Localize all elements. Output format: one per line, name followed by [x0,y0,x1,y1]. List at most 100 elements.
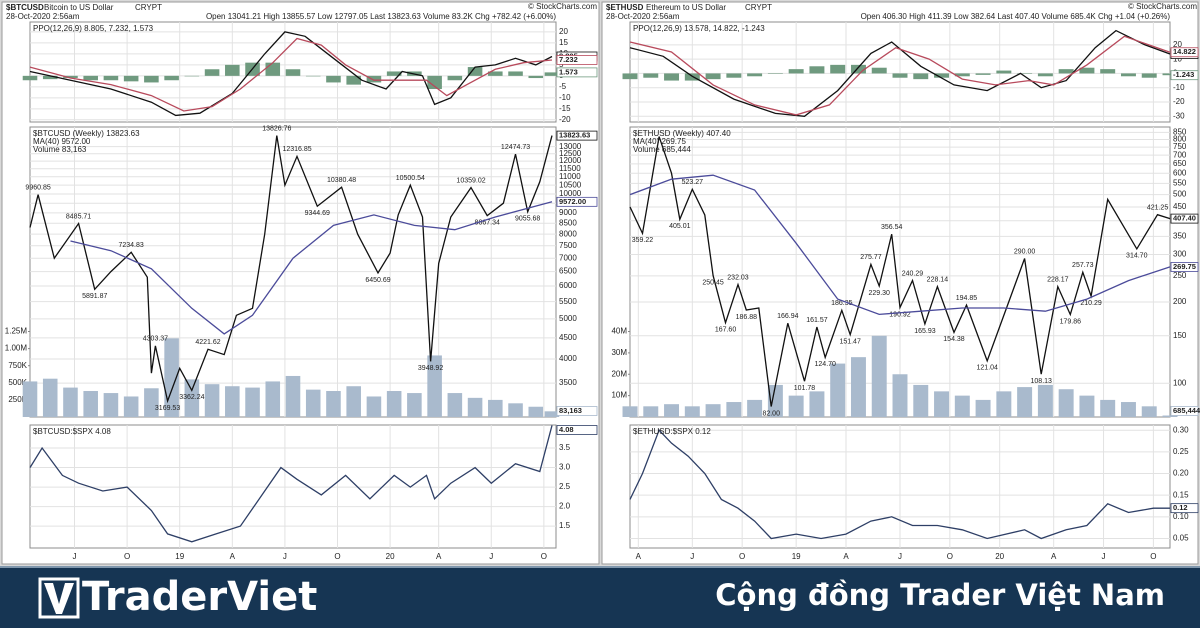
bar [265,62,281,76]
value-label: 167.60 [715,327,737,334]
panel-title: PPO(12,26,9) 13.578, 14.822, -1.243 [633,24,765,33]
y-tick-label: 600 [1173,168,1187,177]
bar [467,397,483,417]
bar [996,391,1012,417]
credit: © StockCharts.com [1128,2,1197,11]
value-label: 9960.85 [25,185,50,192]
banner-rule [0,566,1200,568]
y-tick-label: -10 [559,93,571,102]
bar [346,386,361,417]
y-tick-label: 12500 [559,149,582,158]
value-label: 232.03 [727,274,749,281]
x-tick-label: A [636,552,642,561]
bar [447,75,463,81]
value-tag: 9572.00 [559,197,586,206]
x-tick-label: 19 [175,552,184,561]
value-label: 3362.24 [179,394,204,401]
value-label: 4221.62 [195,339,220,346]
value-label: 121.04 [977,365,999,372]
line [629,174,1171,316]
bar [726,73,742,78]
line [29,31,553,117]
bar [1017,387,1033,417]
y-tick-label: 11500 [559,164,581,173]
bar [144,388,159,417]
y-tick-label: -10 [1173,83,1185,92]
x-tick-label: 20 [386,552,395,561]
bar [830,363,846,417]
bar [204,69,220,76]
y2-tick-label: 1.00M [5,344,28,353]
bar [1120,73,1136,77]
bar [622,73,638,80]
y2-tick-label: 10M [611,391,627,400]
x-tick-label: O [124,552,130,561]
legend-entry: MA(40) 269.75 [633,137,686,146]
legend-entry: Volume 83,163 [33,145,87,154]
x-tick-label: J [898,552,902,561]
y-tick-label: 3.0 [559,463,571,472]
bar [850,357,866,417]
bar [184,75,200,77]
bar [934,391,950,417]
value-label: 10500.54 [396,175,425,182]
bar [705,404,721,417]
y-tick-label: -30 [1173,111,1185,120]
legend-entry: MA(40) 9572.00 [33,137,91,146]
symbol: $ETHUSD [606,3,644,12]
panel-title: $BTCUSD:$SPX 4.08 [33,427,111,436]
bar [1120,402,1136,417]
bar [326,391,341,417]
tag-box [556,425,598,435]
value-label: 6450.69 [365,277,390,284]
value-label: 166.94 [777,313,799,320]
y-tick-label: 650 [1173,159,1187,168]
tag-box [556,55,598,65]
line [629,35,1171,116]
y-tick-label: 7500 [559,241,577,250]
value-label: 108.13 [1031,378,1053,385]
value-label: 275.77 [860,254,882,261]
value-label: 194.85 [956,295,978,302]
y-tick-label: 3500 [559,378,577,387]
x-tick-label: A [843,552,849,561]
y-tick-label: 100 [1173,378,1187,387]
y2-tick-label: 250K [8,395,27,404]
y-tick-label: 6000 [559,281,577,290]
bar [508,403,523,417]
y2-tick-label: 40M [611,327,627,336]
bar [42,75,58,80]
exchange: CRYPT [745,3,772,12]
legend-entry: Volume 685,444 [633,145,691,154]
y-tick-label: 0.25 [1173,447,1189,456]
value-label: 179.86 [1060,318,1082,325]
bar [747,399,763,417]
y-tick-label: 2.5 [559,482,571,491]
value-label: 165.93 [914,328,936,335]
bar [934,73,950,78]
value-label: 190.92 [889,311,911,318]
exchange: CRYPT [135,3,162,12]
legend-entry: $ETHUSD (Weekly) 407.40 [633,129,731,138]
panel-title: $ETHUSD:$SPX 0.12 [633,427,711,436]
bar [871,335,887,417]
x-tick-label: 20 [995,552,1004,561]
y-tick-label: 1.5 [559,521,571,530]
bar [366,75,382,83]
y2-tick-label: 20M [611,369,627,378]
y2-tick-label: 1.25M [5,327,28,336]
value-label: 359.22 [632,237,654,244]
line [629,429,1170,540]
credit: © StockCharts.com [528,2,597,11]
value-label: 210.29 [1080,300,1102,307]
y-tick-label: 200 [1173,297,1187,306]
value-label: 3169.53 [155,405,180,412]
value-label: 12474.73 [501,144,530,151]
value-label: 10380.48 [327,177,356,184]
bar [245,387,260,417]
x-tick-label: O [334,552,340,561]
value-tag: 0.12 [1173,503,1188,512]
bar [975,73,991,75]
y-tick-label: 350 [1173,232,1187,241]
